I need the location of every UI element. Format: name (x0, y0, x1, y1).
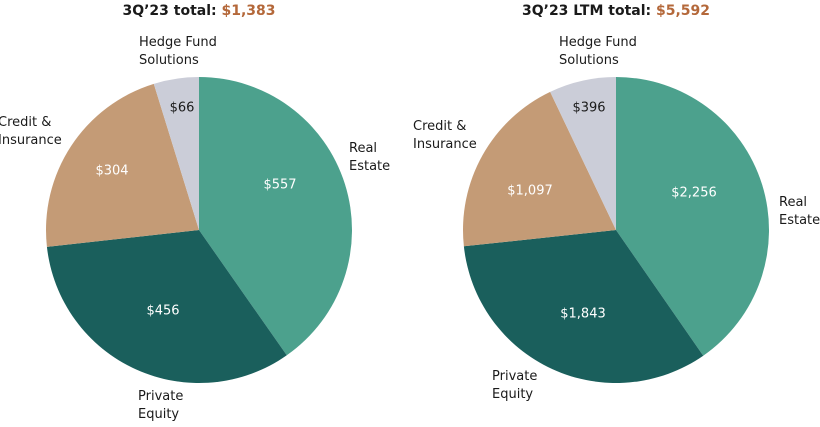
slice-private-equity-quarter (46, 230, 287, 383)
pie-slices-ltm (462, 77, 769, 383)
category-label-private-equity-ltm: Private Equity (492, 369, 537, 402)
value-label-private-equity-ltm: $1,843 (560, 307, 606, 322)
category-label-real-estate-ltm: Real Estate (779, 195, 820, 228)
slice-credit-insurance-ltm (462, 91, 616, 247)
slice-hedge-fund-solutions-quarter (153, 77, 199, 230)
title-total-ltm: $5,592 (656, 3, 710, 19)
title-prefix-quarter: 3Q’23 total: (122, 3, 216, 19)
slice-private-equity-ltm (463, 230, 704, 383)
title-prefix-ltm: 3Q’23 LTM total: (522, 3, 651, 19)
category-label-hedge-fund-solutions-ltm: Hedge Fund Solutions (559, 35, 637, 68)
category-labels-ltm: Real Estate Private Equity Credit & Insurance… (413, 35, 820, 402)
category-label-private-equity-quarter: Private Equity (138, 389, 183, 422)
slice-credit-insurance-quarter (46, 83, 199, 247)
value-label-private-equity-quarter: $456 (146, 304, 179, 319)
pie-slices-quarter (46, 77, 352, 383)
value-label-hedge-fund-solutions-ltm: $396 (572, 101, 605, 116)
category-label-credit-insurance-ltm: Credit & Insurance (413, 119, 477, 152)
value-label-real-estate-quarter: $557 (263, 178, 296, 193)
slice-real-estate-quarter (199, 77, 352, 356)
category-label-hedge-fund-solutions-quarter: Hedge Fund Solutions (139, 35, 217, 68)
category-labels-quarter: Real Estate Private Equity Credit & Insurance… (0, 35, 390, 422)
value-label-credit-insurance-quarter: $304 (95, 164, 128, 179)
title-total-quarter: $1,383 (222, 3, 276, 19)
value-label-credit-insurance-ltm: $1,097 (507, 184, 553, 199)
category-label-credit-insurance-quarter: Credit & Insurance (0, 115, 62, 148)
pie-chart-quarter: 3Q’23 total: $1,383 $557 $456 $304 $66 Real… (0, 3, 390, 422)
pie-chart-ltm: 3Q’23 LTM total: $5,592 $2,256 $1,843 $1,0… (413, 3, 820, 402)
value-labels-quarter: $557 $456 $304 $66 (95, 101, 296, 319)
value-label-hedge-fund-solutions-quarter: $66 (170, 101, 195, 116)
slice-real-estate-ltm (616, 77, 769, 356)
chart-title-ltm: 3Q’23 LTM total: $5,592 (522, 3, 710, 19)
value-label-real-estate-ltm: $2,256 (671, 186, 717, 201)
category-label-real-estate-quarter: Real Estate (349, 141, 390, 174)
chart-title-quarter: 3Q’23 total: $1,383 (122, 3, 275, 19)
value-labels-ltm: $2,256 $1,843 $1,097 $396 (507, 101, 717, 322)
slice-hedge-fund-solutions-ltm (550, 77, 616, 230)
